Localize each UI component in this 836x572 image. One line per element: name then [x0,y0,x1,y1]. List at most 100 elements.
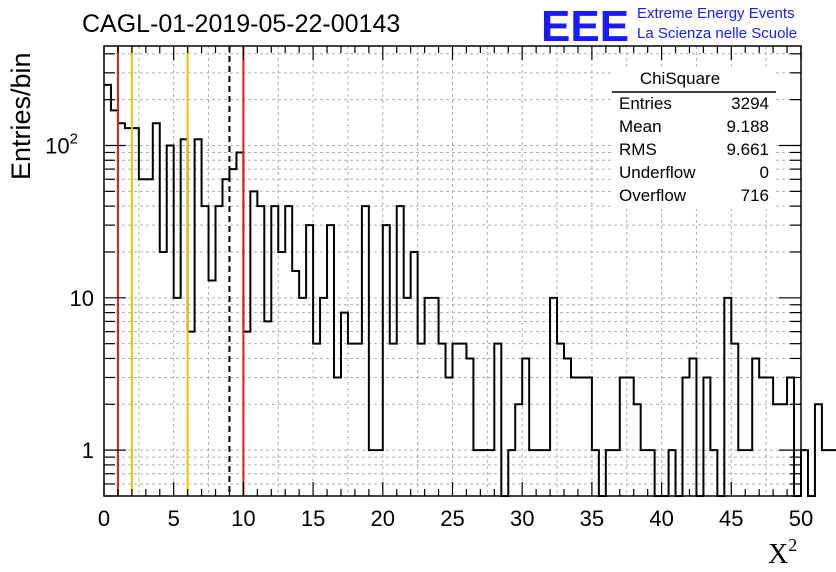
histogram-bin [829,450,836,496]
histogram-bin [710,450,717,496]
histogram-bin [683,377,690,496]
histogram-bin [229,169,236,496]
histogram-bin [362,206,369,496]
histogram-bin [613,450,620,496]
histogram-bin [313,344,320,496]
x-axis-label: X2 [768,535,797,570]
histogram-bin [341,313,348,496]
histogram-bin [292,271,299,496]
y-tick-label: 102 [45,130,78,158]
histogram-bin [669,450,676,496]
histogram-bin [787,377,794,496]
histogram-bin [174,298,181,496]
cut-lines [116,46,245,496]
histogram [104,83,836,497]
histogram-bin [376,450,383,496]
x-tick-label: 5 [168,506,180,531]
histogram-bin [536,450,543,496]
histogram-bin [160,252,167,496]
logo-line1: Extreme Energy Events [637,5,795,22]
histogram-bin [111,110,118,496]
histogram-bin [466,358,473,496]
histogram-bin [446,377,453,496]
histogram-bin [278,252,285,496]
histogram-bin [188,332,195,496]
histogram-bin [459,344,466,496]
logo-mark: EEE [541,2,629,51]
histogram-bin [641,450,648,496]
histogram-bin [627,377,634,496]
histogram-bin [564,358,571,496]
x-tick-label: 40 [649,506,673,531]
histogram-bin [439,344,446,496]
x-tick-label: 35 [580,506,604,531]
chart-title: CAGL-01-2019-05-22-00143 [82,10,400,38]
histogram-bin [529,450,536,496]
histogram-bin [745,450,752,496]
histogram-bin [411,252,418,496]
histogram-bin [738,450,745,496]
histogram-bin [132,128,139,496]
histogram-bin [250,191,257,496]
histogram-bin [801,450,808,496]
stats-title: ChiSquare [640,69,720,88]
eee-logo: EEE Extreme Energy Events La Scienza nel… [541,2,797,51]
histogram-bin [139,179,146,496]
histogram-bin [494,344,501,496]
x-axis-label-sup: 2 [788,535,797,555]
x-tick-label: 50 [789,506,813,531]
histogram-bin [271,206,278,496]
histogram-bin [473,450,480,496]
histogram-bin [557,344,564,496]
histogram-bin [264,321,271,496]
x-tick-label: 30 [510,506,534,531]
histogram-bin [585,377,592,496]
histogram-bin [104,85,111,496]
histogram-bin [487,450,494,496]
histogram-bin [752,358,759,496]
histogram-bin [257,206,264,496]
histogram-bin [606,450,613,496]
histogram-bin [153,123,160,496]
histogram-bin [216,206,223,496]
histogram-bin [299,298,306,496]
stats-value: 716 [741,186,769,205]
histogram-bin [146,179,153,496]
histogram-bin [759,377,766,496]
histogram-bin [522,358,529,496]
histogram-bin [320,298,327,496]
histogram-bin [348,344,355,496]
stats-rows: Entries 3294 Mean 9.188 RMS 9.661 Underflow 0 Ov… [619,94,769,205]
stats-label: Mean [619,117,662,136]
x-tick-label: 15 [301,506,325,531]
histogram-bin [515,404,522,496]
x-tick-label: 0 [98,506,110,531]
histogram-bin [355,344,362,496]
histogram-bin [243,332,250,496]
stats-value: 3294 [731,94,769,113]
stats-box: ChiSquare Entries 3294 Mean 9.188 RMS 9.661 Un… [612,67,776,209]
histogram-bin [815,404,822,496]
histogram-bin [592,450,599,496]
histogram-bin [689,358,696,496]
histogram-bin [285,206,292,496]
histogram-bin [125,128,132,496]
histogram-bin [634,404,641,496]
x-axis-label-base: X [768,539,788,570]
histogram-bin [731,344,738,496]
histogram-bin [334,377,341,496]
histogram-bin [390,344,397,496]
histogram-bin [822,450,829,496]
x-tick-label: 10 [231,506,255,531]
histogram-bin [543,450,550,496]
stats-label: Underflow [619,163,696,182]
histogram-bin [369,450,376,496]
histogram-bin [202,206,209,496]
histogram-bin [383,225,390,496]
histogram-bin [620,377,627,496]
histogram-outline [104,83,836,497]
histogram-bin [195,139,202,496]
stats-value: 0 [760,163,769,182]
histogram-bin [480,450,487,496]
